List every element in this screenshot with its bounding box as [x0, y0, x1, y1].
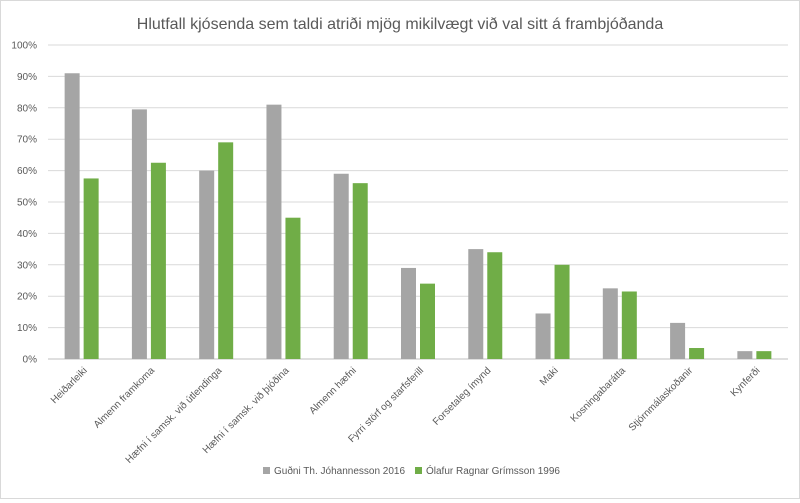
bar-gudni-2016: [333, 173, 349, 359]
x-tick-label: Kynferði: [728, 365, 762, 399]
x-tick-label: Heiðarleiki: [48, 365, 89, 406]
bar-gudni-2016: [670, 322, 686, 359]
legend-label: Ólafur Ragnar Grímsson 1996: [426, 464, 560, 477]
y-tick-label: 60%: [17, 166, 37, 177]
bar-gudni-2016: [199, 170, 215, 359]
y-tick-label: 40%: [17, 229, 37, 240]
legend-label: Guðni Th. Jóhannesson 2016: [274, 465, 405, 477]
legend-swatch: [415, 467, 422, 474]
bar-olafur-1996: [621, 291, 637, 359]
chart-title: Hlutfall kjósenda sem taldi atriði mjög …: [137, 16, 664, 33]
gridlines: [48, 44, 788, 360]
bar-olafur-1996: [554, 264, 570, 359]
bar-olafur-1996: [83, 178, 99, 359]
y-tick-label: 70%: [17, 135, 37, 146]
bar-gudni-2016: [131, 109, 147, 360]
y-tick-label: 10%: [17, 323, 37, 334]
y-tick-label: 90%: [17, 72, 37, 83]
bar-olafur-1996: [150, 162, 166, 359]
bar-olafur-1996: [352, 183, 368, 359]
y-tick-label: 0%: [23, 355, 38, 366]
bar-gudni-2016: [401, 267, 416, 359]
bar-gudni-2016: [64, 73, 80, 359]
bar-olafur-1996: [756, 351, 772, 359]
bar-gudni-2016: [535, 313, 551, 359]
legend-swatch: [263, 467, 270, 474]
bar-olafur-1996: [487, 252, 503, 359]
bar-gudni-2016: [468, 249, 484, 359]
x-tick-label: Stjórnmálaskoðanir: [626, 364, 695, 433]
y-tick-label: 20%: [17, 292, 37, 303]
y-tick-label: 50%: [17, 198, 37, 209]
bar-olafur-1996: [218, 142, 234, 359]
x-tick-label: Almenn framkoma: [92, 365, 157, 430]
bar-olafur-1996: [420, 283, 435, 359]
x-tick-label: Almenn hæfni: [307, 365, 358, 416]
y-tick-label: 80%: [17, 103, 37, 114]
bar-olafur-1996: [689, 348, 705, 359]
legend: Guðni Th. Jóhannesson 2016 Ólafur Ragnar …: [263, 464, 560, 477]
x-tick-label: Maki: [538, 365, 561, 388]
x-tick-label: Kosningabarátta: [569, 365, 629, 425]
bar-gudni-2016: [602, 288, 618, 359]
y-tick-label: 30%: [17, 260, 37, 271]
y-axis-ticks: 0% 10% 20% 30% 40% 50% 60% 70% 80% 90% 100%: [11, 41, 37, 366]
bar-olafur-1996: [285, 217, 301, 359]
bar-gudni-2016: [266, 104, 282, 359]
bar-gudni-2016: [737, 351, 753, 359]
x-tick-label: Forsetaleg ímynd: [431, 365, 493, 427]
y-tick-label: 100%: [11, 41, 37, 52]
bars: [64, 73, 772, 360]
x-tick-label: Fyrri störf og starfsferill: [346, 365, 426, 445]
